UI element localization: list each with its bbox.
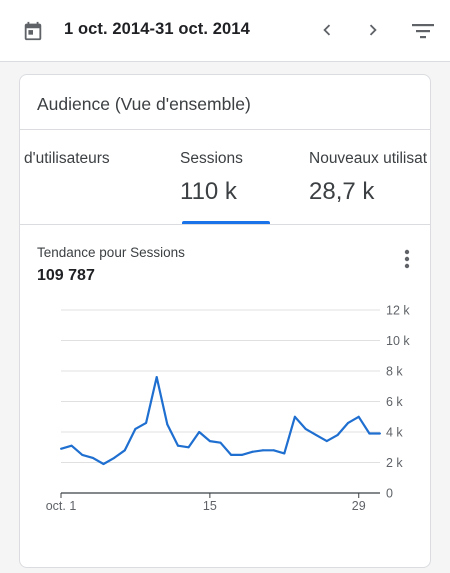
selected-tab-indicator <box>182 221 270 224</box>
y-tick-label: 4 k <box>386 426 403 440</box>
metric-label: Nouveaux utilisat <box>309 150 428 167</box>
data-point <box>336 434 339 437</box>
metric-label: d'utilisateurs <box>24 150 110 167</box>
data-point <box>166 423 169 426</box>
data-point <box>113 456 116 459</box>
y-tick-label: 8 k <box>386 365 403 379</box>
card-title: Audience (Vue d'ensemble) <box>37 94 251 114</box>
chevron-left-icon[interactable] <box>316 19 338 41</box>
data-point <box>325 440 328 443</box>
y-tick-label: 10 k <box>386 334 410 348</box>
data-point <box>315 434 318 437</box>
data-point <box>198 431 201 433</box>
y-tick-label: 2 k <box>386 456 403 470</box>
audience-overview-card: Audience (Vue d'ensemble) d'utilisateurs… <box>19 74 431 568</box>
data-point <box>81 453 84 456</box>
divider <box>20 129 430 130</box>
data-point <box>208 440 211 443</box>
data-point <box>283 452 286 455</box>
data-point <box>219 441 222 444</box>
x-tick-label: 15 <box>203 499 217 513</box>
divider <box>20 224 430 225</box>
y-tick-label: 0 <box>386 487 393 501</box>
sessions-series-line <box>60 376 380 466</box>
data-point <box>251 450 254 453</box>
tab-sessions[interactable]: Sessions 110 k <box>170 130 295 225</box>
sessions-trend-chart: 0 2 k 4 k 6 k 8 k 10 k 12 k oct. 1 15 29 <box>46 304 411 514</box>
metric-value: 110 k <box>180 178 237 205</box>
top-app-bar: 1 oct. 2014-31 oct. 2014 <box>0 0 450 62</box>
data-point <box>347 421 350 424</box>
date-range[interactable]: 1 oct. 2014-31 oct. 2014 <box>64 20 250 38</box>
data-point <box>123 449 126 452</box>
trend-total: 109 787 <box>37 267 95 284</box>
x-tick-label: 29 <box>352 499 366 513</box>
data-point <box>102 463 105 465</box>
y-tick-label: 6 k <box>386 395 403 409</box>
data-point <box>379 432 381 435</box>
more-vert-icon[interactable] <box>396 247 418 271</box>
x-tick-label: oct. 1 <box>46 499 77 513</box>
metric-value: 28,7 k <box>309 178 375 205</box>
data-point <box>177 444 179 447</box>
tab-users[interactable]: d'utilisateurs <box>20 130 170 225</box>
data-point <box>134 427 137 430</box>
trend-title: Tendance pour Sessions <box>37 245 185 260</box>
data-point <box>304 427 307 430</box>
data-point <box>368 432 371 435</box>
chevron-right-icon[interactable] <box>362 19 384 41</box>
data-point <box>155 376 158 379</box>
data-point <box>145 421 148 424</box>
calendar-icon[interactable] <box>22 20 44 42</box>
data-point <box>272 449 275 452</box>
data-point <box>70 444 73 447</box>
data-point <box>240 453 243 456</box>
filter-list-icon[interactable] <box>410 19 436 43</box>
data-point <box>357 415 360 418</box>
y-tick-label: 12 k <box>386 304 410 318</box>
data-point <box>262 449 264 452</box>
tab-new-users[interactable]: Nouveaux utilisat 28,7 k <box>295 130 430 225</box>
data-point <box>187 446 190 449</box>
metric-label: Sessions <box>180 150 243 167</box>
data-point <box>60 447 62 450</box>
data-point <box>230 453 233 456</box>
data-point <box>91 456 94 459</box>
data-point <box>293 415 296 418</box>
